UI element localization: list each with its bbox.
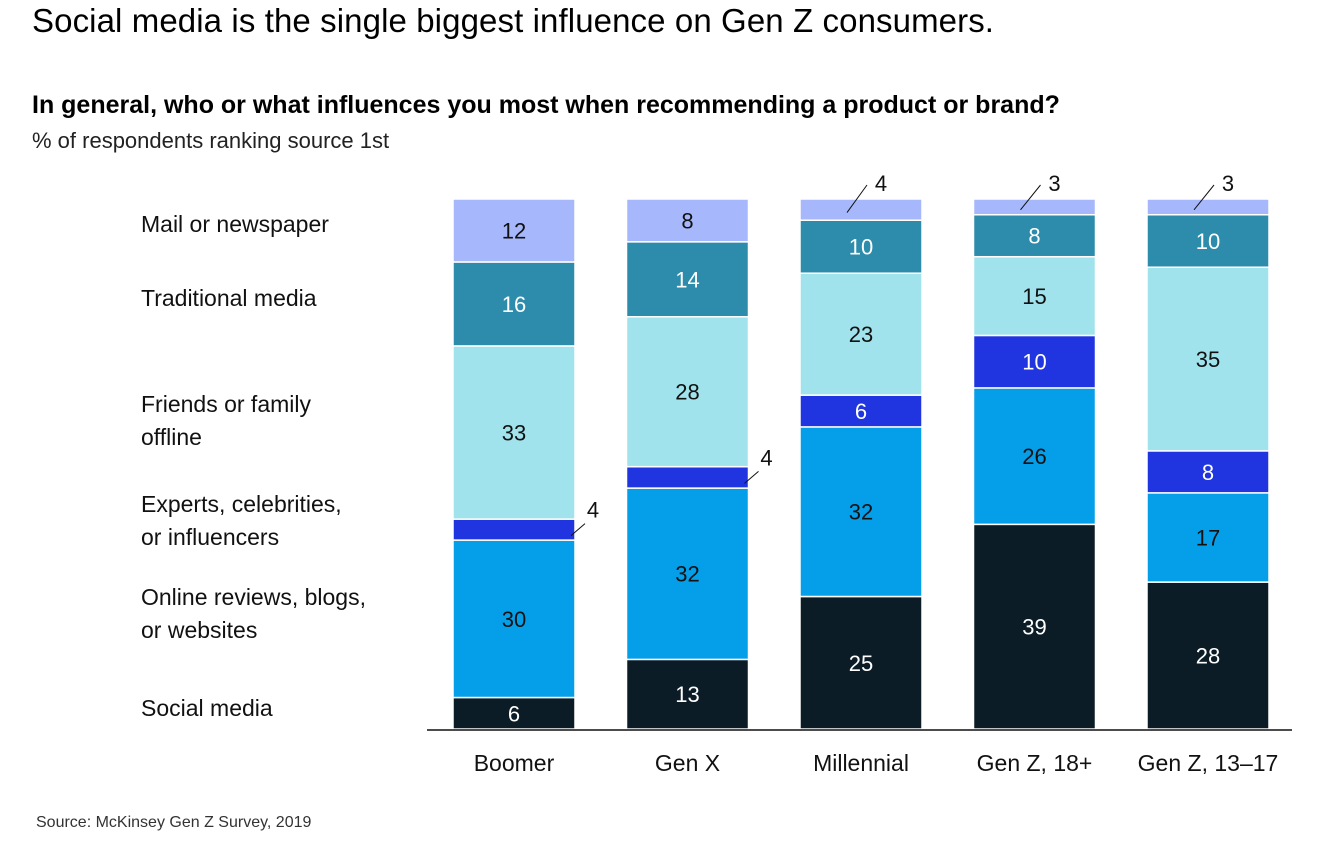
category-labels: Boomer Gen X Millennial Gen Z, 18+ Gen Z, 13… [474, 750, 1279, 776]
bar-segment [452, 261, 576, 347]
data-label: 10 [849, 235, 873, 260]
bar-segment [799, 219, 923, 274]
leader-line [1020, 184, 1041, 211]
bar-segment [625, 658, 750, 730]
bar-segment [972, 334, 1097, 389]
bar-segment [452, 345, 576, 520]
data-label: 14 [675, 267, 699, 292]
data-label: 4 [587, 498, 599, 523]
bar-segment [1146, 213, 1270, 268]
leader-line [570, 523, 586, 536]
data-label: 8 [1028, 224, 1040, 249]
category-label: Boomer [474, 750, 555, 776]
bar-segment [625, 465, 750, 489]
series-label: offline [141, 424, 202, 450]
data-label: 8 [1202, 460, 1214, 485]
data-label: 30 [502, 607, 526, 632]
series-label: Friends or family [141, 391, 311, 417]
data-label: 6 [855, 399, 867, 424]
data-label: 25 [849, 651, 873, 676]
bar-segment [1146, 198, 1270, 216]
bar-segment [625, 316, 750, 468]
bars [452, 198, 1270, 730]
bar-segment [799, 426, 923, 598]
chart-subtitle: % of respondents ranking source 1st [32, 128, 390, 153]
category-label: Gen X [655, 750, 720, 776]
series-label: or influencers [141, 524, 279, 550]
bar-segment [972, 523, 1097, 730]
bar-segment [452, 518, 576, 541]
bar-segment [972, 198, 1097, 216]
category-label: Gen Z, 13–17 [1138, 750, 1279, 776]
source-note: Source: McKinsey Gen Z Survey, 2019 [36, 814, 312, 831]
series-label: Online reviews, blogs, [141, 584, 366, 610]
bar-segment [799, 272, 923, 396]
data-label: 6 [508, 701, 520, 726]
series-labels: Social media Online reviews, blogs, or web… [141, 211, 366, 721]
chart-headline: Social media is the single biggest influ… [32, 2, 995, 39]
bar-segment [452, 198, 576, 263]
bar-segment [1146, 492, 1270, 583]
data-label: 23 [849, 322, 873, 347]
series-label: Mail or newspaper [141, 211, 329, 237]
data-label: 3 [1048, 171, 1060, 196]
data-label: 32 [675, 562, 699, 587]
leader-line [744, 471, 759, 484]
data-label: 32 [849, 500, 873, 525]
bar-segment [1146, 266, 1270, 452]
data-label: 12 [502, 218, 526, 243]
bar-segment [1146, 450, 1270, 494]
data-label: 28 [675, 380, 699, 405]
series-label: Social media [141, 695, 273, 721]
bar-segment [972, 387, 1097, 526]
data-label: 4 [875, 171, 887, 196]
data-label: 3 [1222, 171, 1234, 196]
data-label: 8 [681, 208, 693, 233]
bar-segment [1146, 581, 1270, 730]
data-label: 28 [1196, 644, 1220, 669]
value-labels: 6304331612133242814825326231043926101583… [502, 171, 1234, 726]
data-label: 39 [1022, 615, 1046, 640]
data-label: 26 [1022, 444, 1046, 469]
chart-title: In general, who or what influences you m… [32, 91, 1060, 119]
bar-segment [452, 539, 576, 699]
bar-segment [799, 198, 923, 221]
data-label: 10 [1022, 350, 1046, 375]
leader-line [1193, 184, 1215, 211]
series-label: Experts, celebrities, [141, 491, 342, 517]
data-label: 15 [1022, 284, 1046, 309]
category-label: Millennial [813, 750, 909, 776]
data-label: 4 [760, 445, 772, 470]
data-label: 35 [1196, 347, 1220, 372]
data-label: 33 [502, 421, 526, 446]
data-label: 17 [1196, 525, 1220, 550]
category-label: Gen Z, 18+ [977, 750, 1093, 776]
series-label: or websites [141, 617, 257, 643]
bar-segment [972, 255, 1097, 337]
data-label: 10 [1196, 229, 1220, 254]
data-label: 16 [502, 292, 526, 317]
leader-line [846, 184, 868, 213]
bar-segment [625, 198, 750, 243]
bar-segment [972, 213, 1097, 258]
data-label: 13 [675, 682, 699, 707]
series-label: Traditional media [141, 285, 317, 311]
bar-segment [625, 241, 750, 318]
